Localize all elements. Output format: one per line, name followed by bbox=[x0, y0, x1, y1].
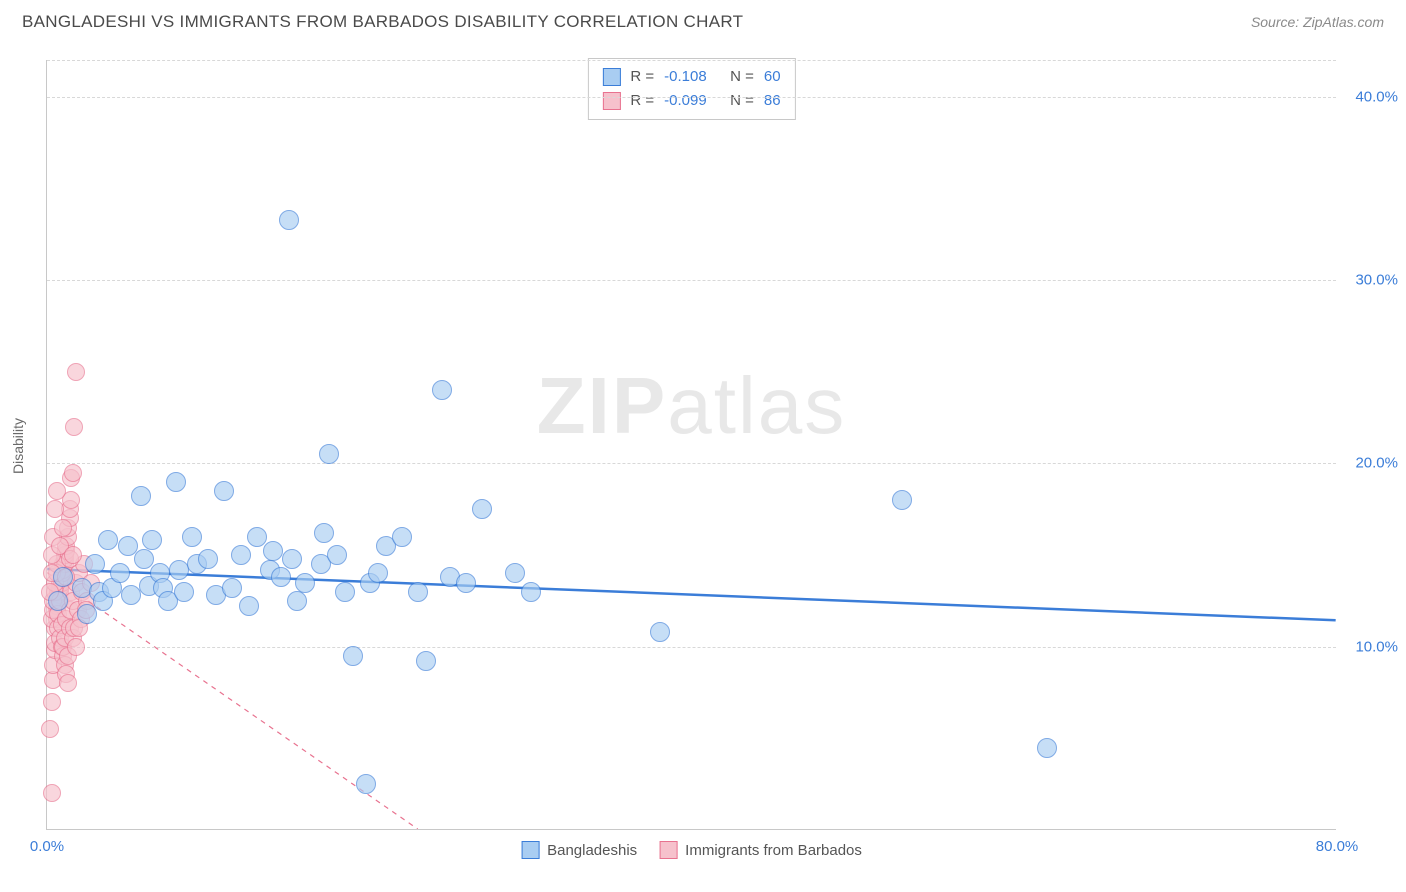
data-point bbox=[54, 519, 72, 537]
data-point bbox=[521, 582, 541, 602]
n-value: 86 bbox=[764, 89, 781, 113]
data-point bbox=[314, 523, 334, 543]
n-label: N = bbox=[730, 65, 754, 89]
data-point bbox=[134, 549, 154, 569]
data-point bbox=[64, 464, 82, 482]
data-point bbox=[222, 578, 242, 598]
data-point bbox=[174, 582, 194, 602]
y-tick-label: 10.0% bbox=[1355, 638, 1398, 655]
data-point bbox=[650, 622, 670, 642]
trendlines-layer bbox=[47, 60, 1336, 829]
gridline bbox=[47, 463, 1336, 464]
legend-label: Immigrants from Barbados bbox=[685, 842, 862, 859]
data-point bbox=[456, 573, 476, 593]
r-label: R = bbox=[630, 89, 654, 113]
data-point bbox=[131, 486, 151, 506]
r-label: R = bbox=[630, 65, 654, 89]
data-point bbox=[110, 563, 130, 583]
x-tick-label: 80.0% bbox=[1316, 838, 1359, 855]
data-point bbox=[1037, 738, 1057, 758]
data-point bbox=[65, 418, 83, 436]
data-point bbox=[295, 573, 315, 593]
data-point bbox=[59, 674, 77, 692]
scatter-chart: ZIPatlas R = -0.108 N = 60R = -0.099 N =… bbox=[46, 60, 1336, 830]
data-point bbox=[98, 530, 118, 550]
legend-label: Bangladeshis bbox=[547, 842, 637, 859]
source-attribution: Source: ZipAtlas.com bbox=[1251, 14, 1384, 30]
data-point bbox=[48, 482, 66, 500]
y-tick-label: 40.0% bbox=[1355, 88, 1398, 105]
legend-item: Bangladeshis bbox=[521, 841, 637, 859]
data-point bbox=[282, 549, 302, 569]
data-point bbox=[182, 527, 202, 547]
legend-row: R = -0.099 N = 86 bbox=[602, 89, 780, 113]
data-point bbox=[416, 651, 436, 671]
data-point bbox=[327, 545, 347, 565]
legend-item: Immigrants from Barbados bbox=[659, 841, 862, 859]
data-point bbox=[319, 444, 339, 464]
data-point bbox=[247, 527, 267, 547]
data-point bbox=[432, 380, 452, 400]
data-point bbox=[43, 693, 61, 711]
data-point bbox=[263, 541, 283, 561]
data-point bbox=[64, 546, 82, 564]
y-axis-label: Disability bbox=[10, 418, 26, 474]
correlation-legend: R = -0.108 N = 60R = -0.099 N = 86 bbox=[587, 58, 795, 120]
data-point bbox=[287, 591, 307, 611]
series-legend: Bangladeshis Immigrants from Barbados bbox=[521, 841, 862, 859]
data-point bbox=[67, 638, 85, 656]
data-point bbox=[239, 596, 259, 616]
gridline bbox=[47, 97, 1336, 98]
data-point bbox=[231, 545, 251, 565]
data-point bbox=[335, 582, 355, 602]
legend-swatch bbox=[602, 92, 620, 110]
data-point bbox=[408, 582, 428, 602]
legend-swatch bbox=[659, 841, 677, 859]
y-tick-label: 30.0% bbox=[1355, 272, 1398, 289]
n-value: 60 bbox=[764, 65, 781, 89]
data-point bbox=[67, 363, 85, 381]
r-value: -0.108 bbox=[664, 65, 720, 89]
x-tick-label: 0.0% bbox=[30, 838, 64, 855]
data-point bbox=[48, 591, 68, 611]
data-point bbox=[53, 567, 73, 587]
data-point bbox=[43, 784, 61, 802]
watermark: ZIPatlas bbox=[537, 360, 846, 452]
gridline bbox=[47, 60, 1336, 61]
legend-row: R = -0.108 N = 60 bbox=[602, 65, 780, 89]
legend-swatch bbox=[602, 68, 620, 86]
n-label: N = bbox=[730, 89, 754, 113]
y-tick-label: 20.0% bbox=[1355, 455, 1398, 472]
gridline bbox=[47, 280, 1336, 281]
data-point bbox=[472, 499, 492, 519]
data-point bbox=[271, 567, 291, 587]
chart-title: BANGLADESHI VS IMMIGRANTS FROM BARBADOS … bbox=[22, 12, 743, 32]
legend-swatch bbox=[521, 841, 539, 859]
data-point bbox=[392, 527, 412, 547]
data-point bbox=[343, 646, 363, 666]
data-point bbox=[214, 481, 234, 501]
data-point bbox=[166, 472, 186, 492]
data-point bbox=[356, 774, 376, 794]
gridline bbox=[47, 647, 1336, 648]
data-point bbox=[892, 490, 912, 510]
data-point bbox=[505, 563, 525, 583]
r-value: -0.099 bbox=[664, 89, 720, 113]
data-point bbox=[41, 720, 59, 738]
data-point bbox=[279, 210, 299, 230]
data-point bbox=[368, 563, 388, 583]
data-point bbox=[198, 549, 218, 569]
data-point bbox=[85, 554, 105, 574]
data-point bbox=[46, 500, 64, 518]
data-point bbox=[142, 530, 162, 550]
